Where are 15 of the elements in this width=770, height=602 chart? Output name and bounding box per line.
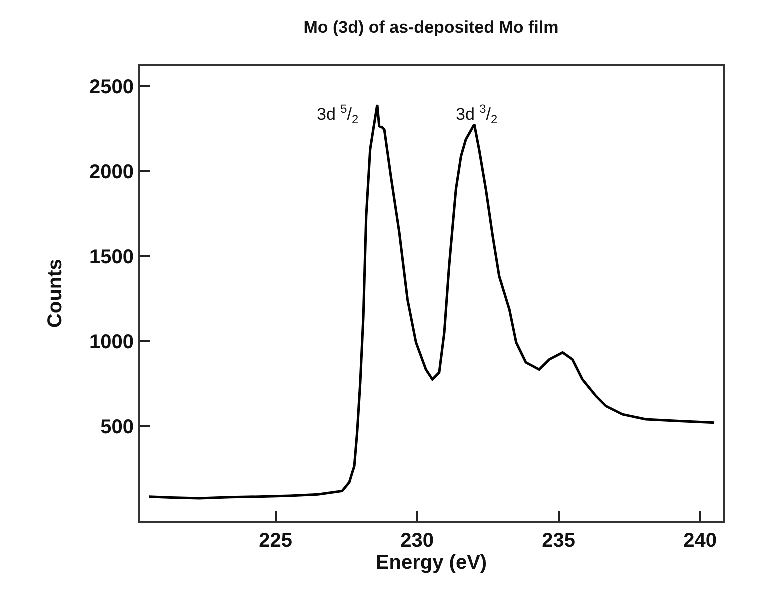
line-series — [148, 104, 716, 500]
x-axis-title: Energy (eV) — [376, 552, 488, 574]
y-axis-title: Counts — [44, 259, 66, 328]
x-tick-label: 230 — [400, 530, 434, 552]
x-tick-label: 235 — [542, 530, 576, 552]
y-tick-label: 2500 — [90, 76, 134, 98]
x-tick-label: 240 — [684, 530, 718, 552]
y-tick-label: 2000 — [90, 161, 134, 184]
annotation: 3d $^{3}$/$_{2}$ — [456, 102, 498, 127]
y-tick-label: 500 — [100, 416, 134, 438]
y-tick-label: 1500 — [90, 246, 134, 268]
chart-title: Mo (3d) of as-deposited Mo film — [304, 18, 559, 37]
annotation: 3d $^{5}$/$_{2}$ — [317, 102, 359, 127]
y-tick-label: 1000 — [90, 331, 134, 354]
x-tick-label: 225 — [259, 530, 293, 552]
